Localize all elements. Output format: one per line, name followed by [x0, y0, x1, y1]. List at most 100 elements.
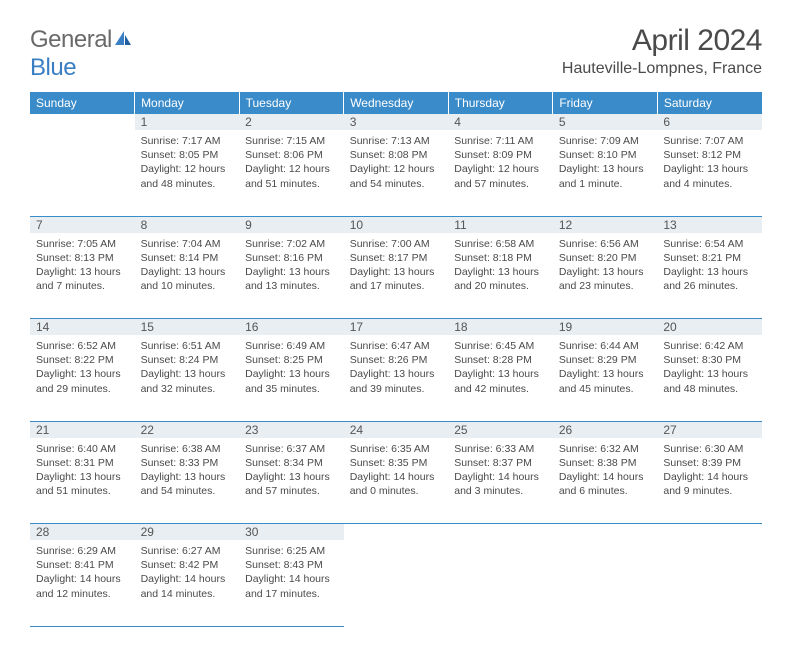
daylight-text: Daylight: 13 hours and 7 minutes.	[36, 265, 129, 293]
day-number-cell: 6	[657, 114, 762, 130]
day-number-cell: 26	[553, 421, 658, 438]
sunrise-text: Sunrise: 7:02 AM	[245, 237, 338, 251]
day-number: 17	[350, 320, 363, 334]
sunset-text: Sunset: 8:26 PM	[350, 353, 443, 367]
day-number: 19	[559, 320, 572, 334]
day-number-cell: 24	[344, 421, 449, 438]
day-number: 24	[350, 423, 363, 437]
day-number-cell: 27	[657, 421, 762, 438]
sunrise-text: Sunrise: 6:27 AM	[141, 544, 234, 558]
day-details: Sunrise: 6:33 AMSunset: 8:37 PMDaylight:…	[452, 440, 549, 499]
day-details: Sunrise: 6:38 AMSunset: 8:33 PMDaylight:…	[139, 440, 236, 499]
daylight-text: Daylight: 13 hours and 57 minutes.	[245, 470, 338, 498]
sunrise-text: Sunrise: 6:58 AM	[454, 237, 547, 251]
day-number-cell: 30	[239, 524, 344, 541]
day-details: Sunrise: 6:37 AMSunset: 8:34 PMDaylight:…	[243, 440, 340, 499]
day-cell: Sunrise: 6:25 AMSunset: 8:43 PMDaylight:…	[239, 540, 344, 626]
daylight-text: Daylight: 12 hours and 57 minutes.	[454, 162, 547, 190]
daylight-text: Daylight: 14 hours and 12 minutes.	[36, 572, 129, 600]
day-cell: Sunrise: 6:49 AMSunset: 8:25 PMDaylight:…	[239, 335, 344, 421]
day-cell: Sunrise: 7:07 AMSunset: 8:12 PMDaylight:…	[657, 130, 762, 216]
sunset-text: Sunset: 8:30 PM	[663, 353, 756, 367]
day-cell: Sunrise: 6:37 AMSunset: 8:34 PMDaylight:…	[239, 438, 344, 524]
day-number-cell: 7	[30, 216, 135, 233]
sunrise-text: Sunrise: 6:30 AM	[663, 442, 756, 456]
daylight-text: Daylight: 13 hours and 4 minutes.	[663, 162, 756, 190]
daylight-text: Daylight: 13 hours and 20 minutes.	[454, 265, 547, 293]
day-number: 18	[454, 320, 467, 334]
day-details: Sunrise: 6:52 AMSunset: 8:22 PMDaylight:…	[34, 337, 131, 396]
sunset-text: Sunset: 8:37 PM	[454, 456, 547, 470]
day-cell: Sunrise: 7:13 AMSunset: 8:08 PMDaylight:…	[344, 130, 449, 216]
day-number-cell: 16	[239, 319, 344, 336]
day-number-cell	[657, 524, 762, 541]
day-details: Sunrise: 7:05 AMSunset: 8:13 PMDaylight:…	[34, 235, 131, 294]
daylight-text: Daylight: 14 hours and 9 minutes.	[663, 470, 756, 498]
day-number-cell: 11	[448, 216, 553, 233]
sunrise-text: Sunrise: 6:32 AM	[559, 442, 652, 456]
day-details: Sunrise: 7:13 AMSunset: 8:08 PMDaylight:…	[348, 132, 445, 191]
day-number: 20	[663, 320, 676, 334]
calendar-page: General April 2024 Hauteville-Lompnes, F…	[0, 0, 792, 647]
day-details: Sunrise: 6:32 AMSunset: 8:38 PMDaylight:…	[557, 440, 654, 499]
day-details: Sunrise: 6:45 AMSunset: 8:28 PMDaylight:…	[452, 337, 549, 396]
day-details: Sunrise: 6:42 AMSunset: 8:30 PMDaylight:…	[661, 337, 758, 396]
day-cell: Sunrise: 6:30 AMSunset: 8:39 PMDaylight:…	[657, 438, 762, 524]
day-number: 4	[454, 115, 461, 129]
day-cell: Sunrise: 7:00 AMSunset: 8:17 PMDaylight:…	[344, 233, 449, 319]
sunset-text: Sunset: 8:28 PM	[454, 353, 547, 367]
day-cell: Sunrise: 7:02 AMSunset: 8:16 PMDaylight:…	[239, 233, 344, 319]
day-number: 9	[245, 218, 252, 232]
sunset-text: Sunset: 8:05 PM	[141, 148, 234, 162]
title-block: April 2024 Hauteville-Lompnes, France	[562, 24, 762, 78]
sunrise-text: Sunrise: 7:09 AM	[559, 134, 652, 148]
content-row: Sunrise: 6:29 AMSunset: 8:41 PMDaylight:…	[30, 540, 762, 626]
day-header: Wednesday	[344, 92, 449, 114]
daylight-text: Daylight: 14 hours and 17 minutes.	[245, 572, 338, 600]
sunset-text: Sunset: 8:16 PM	[245, 251, 338, 265]
day-header: Friday	[553, 92, 658, 114]
day-number-cell: 20	[657, 319, 762, 336]
day-header: Sunday	[30, 92, 135, 114]
day-details: Sunrise: 6:27 AMSunset: 8:42 PMDaylight:…	[139, 542, 236, 601]
daylight-text: Daylight: 13 hours and 1 minute.	[559, 162, 652, 190]
day-number-cell: 17	[344, 319, 449, 336]
day-number: 2	[245, 115, 252, 129]
day-header: Monday	[135, 92, 240, 114]
daynum-row: 14151617181920	[30, 319, 762, 336]
sunset-text: Sunset: 8:12 PM	[663, 148, 756, 162]
sunset-text: Sunset: 8:09 PM	[454, 148, 547, 162]
daylight-text: Daylight: 13 hours and 13 minutes.	[245, 265, 338, 293]
day-number-cell: 21	[30, 421, 135, 438]
day-cell: Sunrise: 7:09 AMSunset: 8:10 PMDaylight:…	[553, 130, 658, 216]
day-cell: Sunrise: 6:45 AMSunset: 8:28 PMDaylight:…	[448, 335, 553, 421]
daylight-text: Daylight: 14 hours and 0 minutes.	[350, 470, 443, 498]
day-number-cell: 14	[30, 319, 135, 336]
day-cell	[553, 540, 658, 626]
sunrise-text: Sunrise: 7:13 AM	[350, 134, 443, 148]
day-details: Sunrise: 7:15 AMSunset: 8:06 PMDaylight:…	[243, 132, 340, 191]
day-details: Sunrise: 6:44 AMSunset: 8:29 PMDaylight:…	[557, 337, 654, 396]
day-number: 23	[245, 423, 258, 437]
day-details: Sunrise: 6:25 AMSunset: 8:43 PMDaylight:…	[243, 542, 340, 601]
sunrise-text: Sunrise: 7:04 AM	[141, 237, 234, 251]
day-number: 13	[663, 218, 676, 232]
day-cell: Sunrise: 6:54 AMSunset: 8:21 PMDaylight:…	[657, 233, 762, 319]
daylight-text: Daylight: 13 hours and 23 minutes.	[559, 265, 652, 293]
day-details: Sunrise: 6:29 AMSunset: 8:41 PMDaylight:…	[34, 542, 131, 601]
sunset-text: Sunset: 8:41 PM	[36, 558, 129, 572]
day-details: Sunrise: 6:35 AMSunset: 8:35 PMDaylight:…	[348, 440, 445, 499]
sunrise-text: Sunrise: 7:11 AM	[454, 134, 547, 148]
content-row: Sunrise: 6:40 AMSunset: 8:31 PMDaylight:…	[30, 438, 762, 524]
sunset-text: Sunset: 8:10 PM	[559, 148, 652, 162]
day-number: 3	[350, 115, 357, 129]
day-number: 7	[36, 218, 43, 232]
day-number-cell: 19	[553, 319, 658, 336]
sunrise-text: Sunrise: 6:29 AM	[36, 544, 129, 558]
day-number-cell	[553, 524, 658, 541]
day-cell: Sunrise: 6:51 AMSunset: 8:24 PMDaylight:…	[135, 335, 240, 421]
daylight-text: Daylight: 12 hours and 48 minutes.	[141, 162, 234, 190]
sunrise-text: Sunrise: 6:33 AM	[454, 442, 547, 456]
day-number: 30	[245, 525, 258, 539]
day-number: 28	[36, 525, 49, 539]
